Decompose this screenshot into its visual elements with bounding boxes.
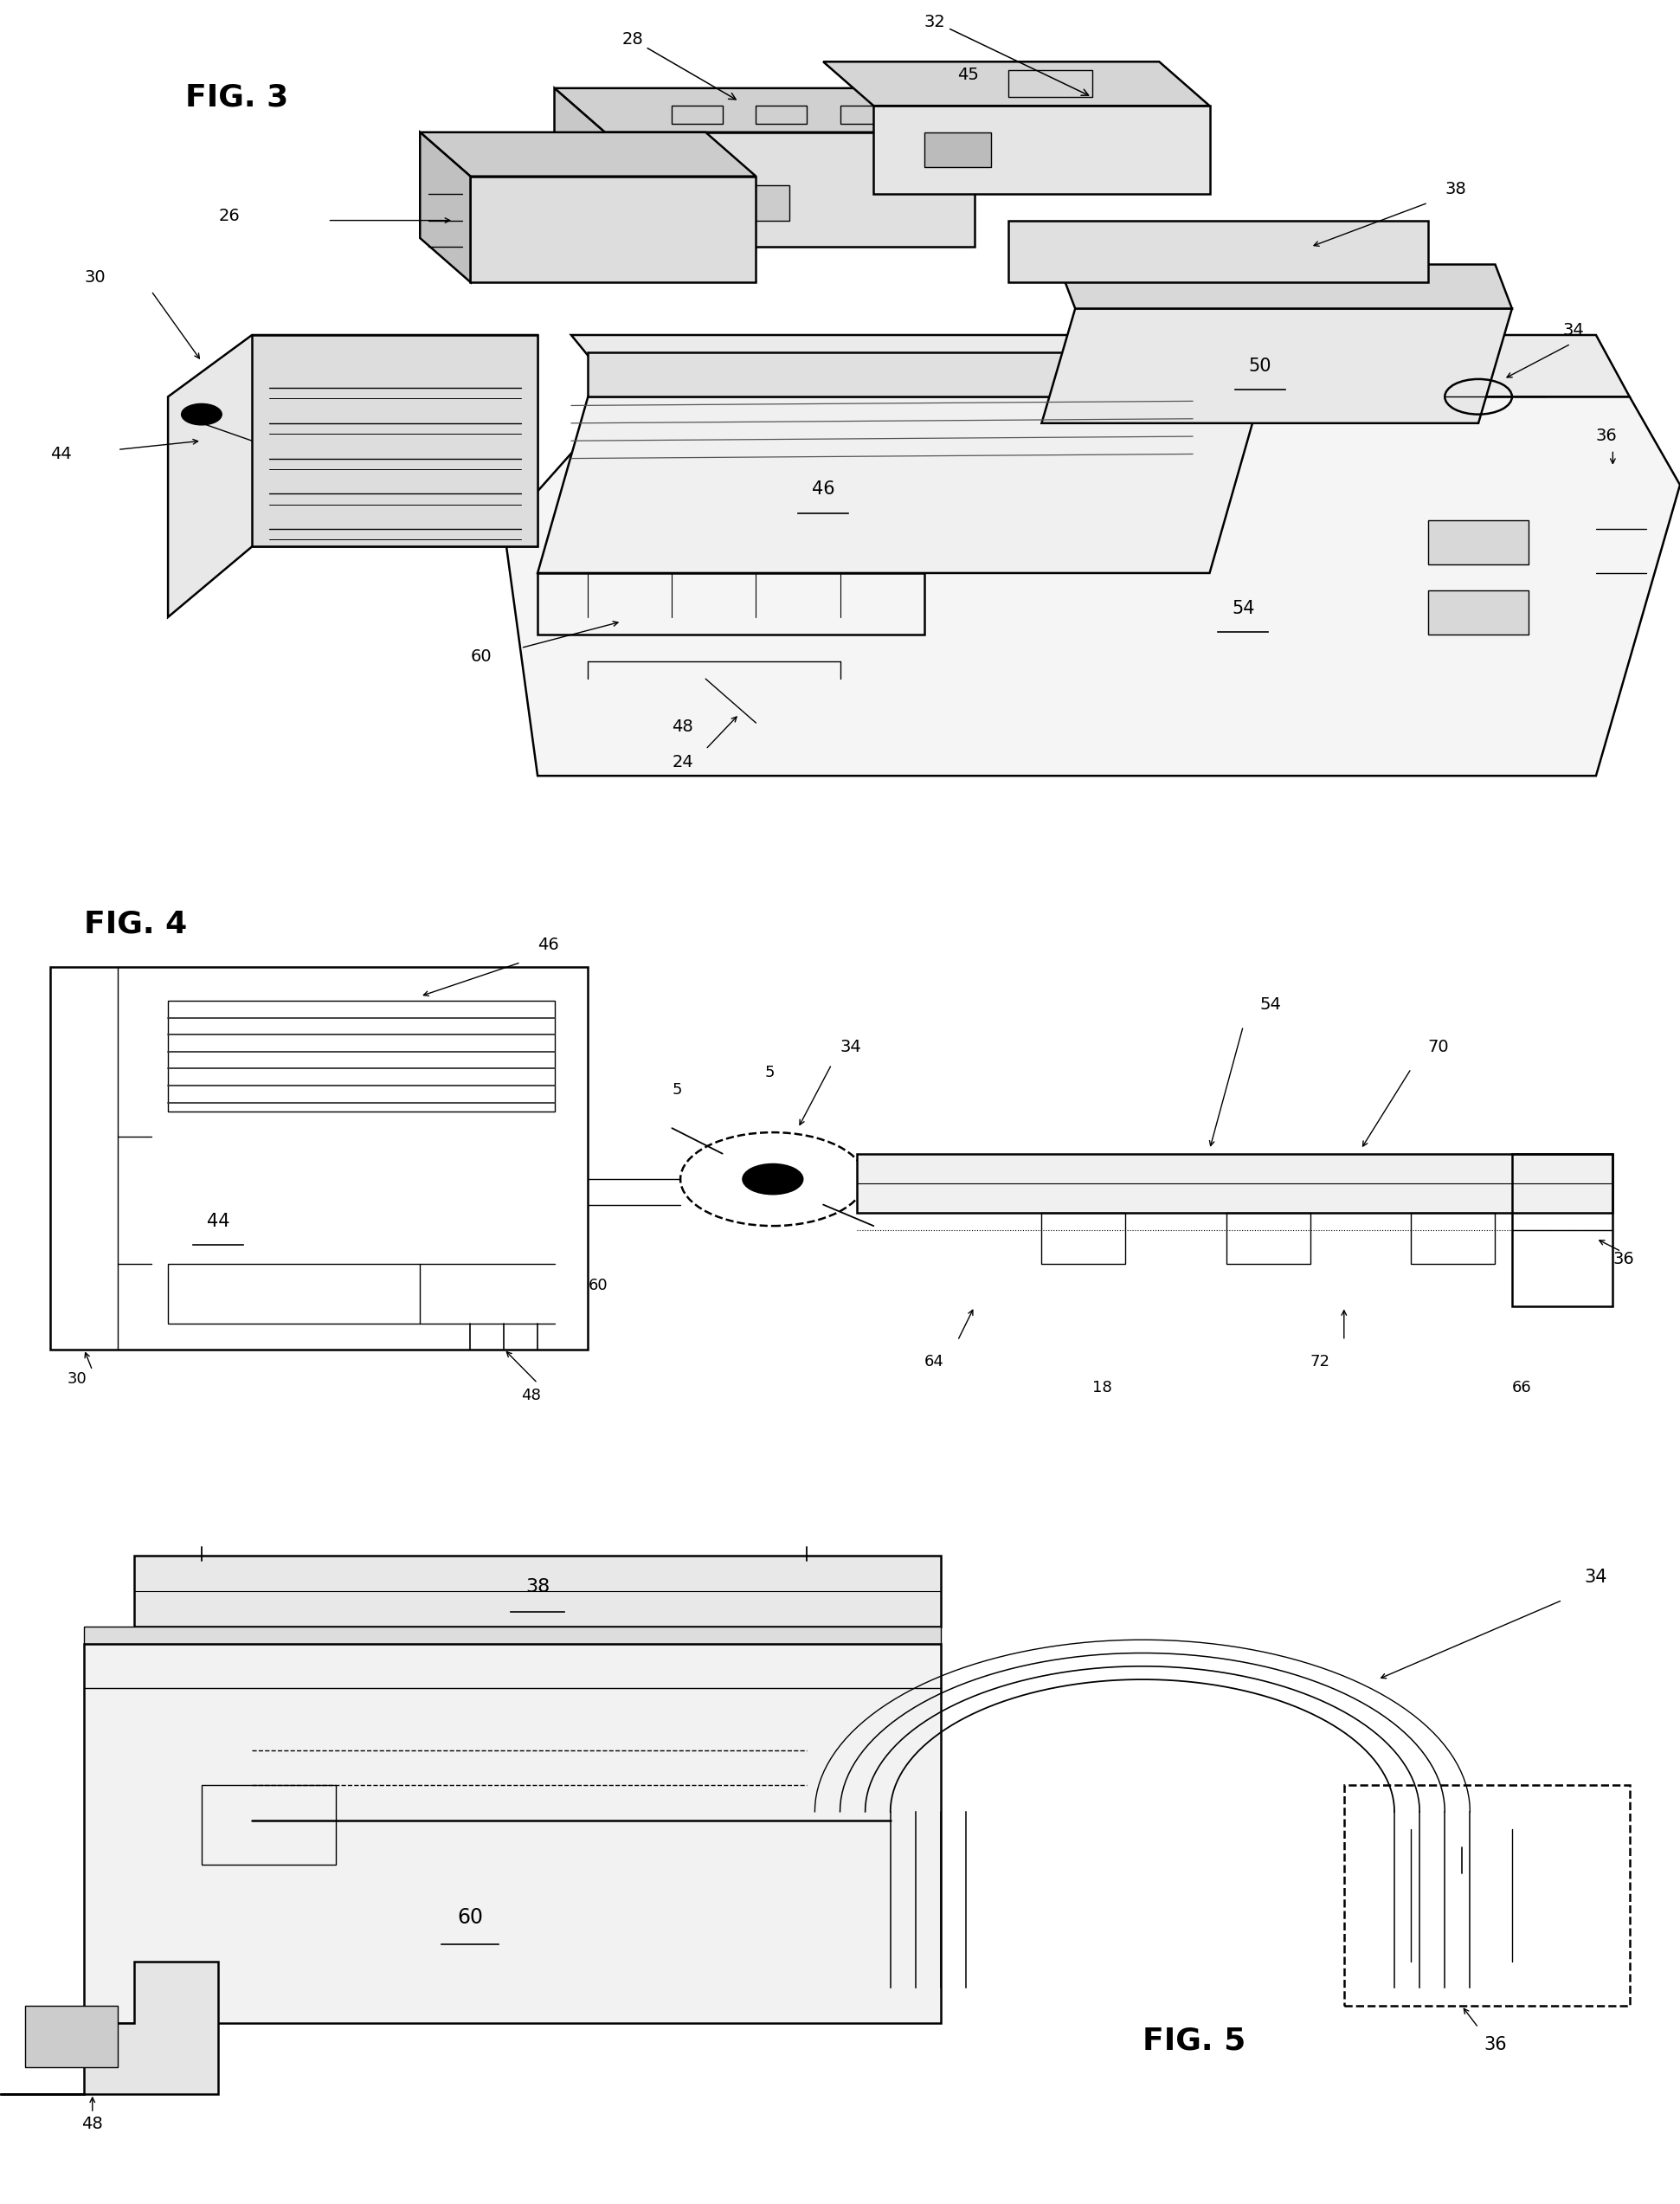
Polygon shape — [252, 335, 538, 547]
Polygon shape — [554, 88, 605, 247]
Bar — [1428, 591, 1529, 635]
Bar — [1512, 1153, 1613, 1307]
Text: 72: 72 — [1310, 1353, 1331, 1369]
Bar — [50, 968, 588, 1349]
Polygon shape — [605, 132, 974, 247]
Text: 28: 28 — [622, 31, 736, 99]
Bar — [756, 106, 806, 123]
Bar — [924, 132, 991, 168]
Text: 34: 34 — [1562, 322, 1584, 339]
Bar — [25, 2006, 118, 2067]
Text: 5: 5 — [764, 1065, 774, 1080]
Text: 66: 66 — [1512, 1380, 1532, 1395]
Bar — [840, 106, 890, 123]
Bar — [1042, 1212, 1126, 1265]
Polygon shape — [1058, 264, 1512, 309]
Bar — [168, 1265, 420, 1325]
Text: 46: 46 — [811, 480, 835, 498]
Polygon shape — [554, 88, 974, 132]
Text: 54: 54 — [1260, 996, 1282, 1012]
Text: 36: 36 — [1613, 1252, 1635, 1267]
Polygon shape — [504, 397, 1680, 776]
Text: 36: 36 — [1596, 428, 1618, 445]
Bar — [706, 185, 790, 220]
Text: 30: 30 — [84, 269, 106, 287]
Text: 70: 70 — [1428, 1038, 1450, 1056]
Text: 30: 30 — [67, 1371, 87, 1386]
Text: 64: 64 — [924, 1353, 944, 1369]
Text: 50: 50 — [1248, 357, 1272, 375]
Bar — [168, 1001, 554, 1111]
Text: 48: 48 — [82, 2116, 102, 2133]
Text: 44: 44 — [50, 445, 72, 463]
Bar — [1008, 71, 1092, 97]
Polygon shape — [874, 106, 1210, 194]
Polygon shape — [823, 62, 1210, 106]
Text: 18: 18 — [1092, 1380, 1112, 1395]
Text: 26: 26 — [218, 207, 240, 225]
Bar — [672, 106, 722, 123]
Text: 36: 36 — [1483, 2036, 1507, 2054]
Text: 32: 32 — [924, 13, 1089, 95]
Text: 54: 54 — [1231, 599, 1255, 617]
Circle shape — [181, 403, 222, 425]
Text: 60: 60 — [457, 1906, 484, 1928]
Polygon shape — [420, 132, 756, 176]
Polygon shape — [470, 176, 756, 282]
Bar — [202, 1785, 336, 1865]
Bar — [1428, 520, 1529, 564]
Text: 34: 34 — [840, 1038, 862, 1056]
Polygon shape — [588, 353, 1260, 397]
Bar — [1226, 1212, 1310, 1265]
Text: 45: 45 — [958, 66, 979, 84]
Bar — [857, 1153, 1613, 1212]
Bar — [1344, 1785, 1630, 2006]
Text: 60: 60 — [470, 648, 492, 666]
Polygon shape — [571, 335, 1630, 397]
Polygon shape — [420, 132, 470, 282]
Text: FIG. 5: FIG. 5 — [1142, 2025, 1245, 2056]
Bar — [134, 1556, 941, 1627]
Polygon shape — [1042, 309, 1512, 423]
Polygon shape — [0, 1962, 218, 2094]
Text: FIG. 3: FIG. 3 — [185, 82, 287, 112]
Text: 38: 38 — [1445, 181, 1467, 198]
Bar — [84, 1627, 941, 1644]
Polygon shape — [1008, 220, 1428, 282]
Text: 38: 38 — [526, 1578, 549, 1596]
Text: 60: 60 — [588, 1278, 608, 1294]
Bar — [84, 1644, 941, 2023]
Bar — [1411, 1212, 1495, 1265]
Text: 5: 5 — [672, 1082, 682, 1098]
Text: FIG. 4: FIG. 4 — [84, 910, 186, 939]
Text: 34: 34 — [1584, 1569, 1608, 1587]
Circle shape — [743, 1164, 803, 1195]
Text: 24: 24 — [672, 754, 694, 771]
Polygon shape — [538, 397, 1260, 573]
Text: 48: 48 — [521, 1389, 541, 1404]
Text: 48: 48 — [672, 719, 694, 736]
Polygon shape — [168, 335, 538, 617]
Text: 46: 46 — [538, 937, 559, 952]
Text: 44: 44 — [207, 1212, 230, 1230]
